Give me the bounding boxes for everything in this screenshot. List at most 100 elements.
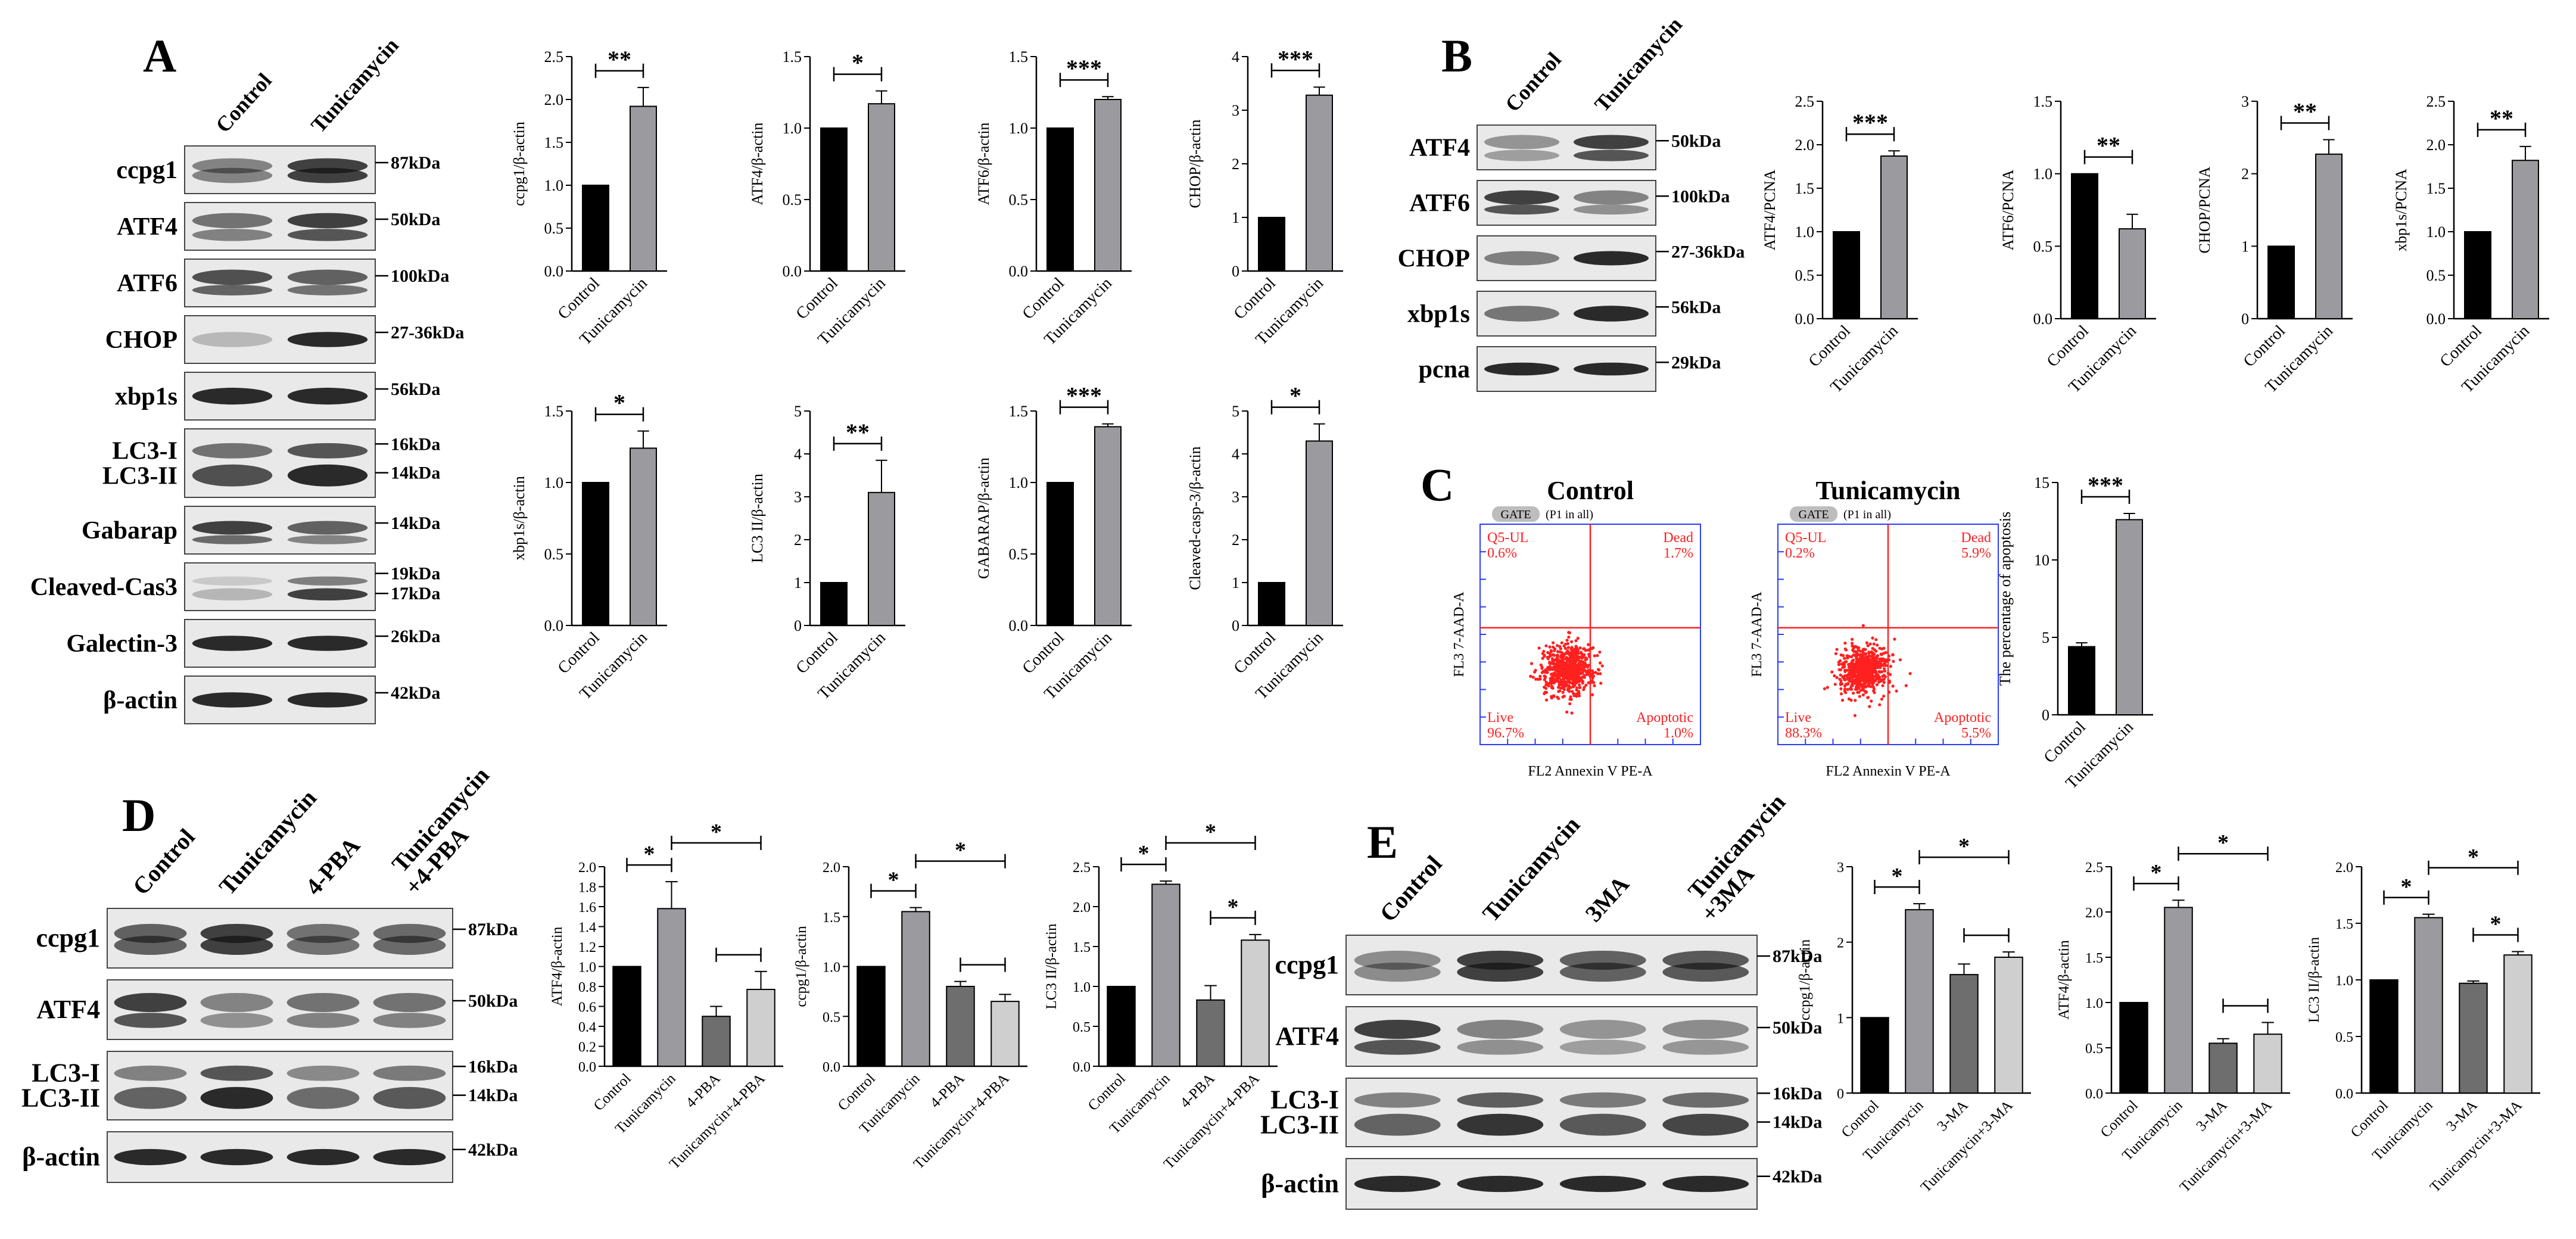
blot-band	[192, 285, 273, 295]
event-dot	[1561, 690, 1565, 694]
event-dot	[1566, 649, 1569, 653]
event-dot	[1539, 663, 1543, 667]
blot-band	[1484, 190, 1559, 205]
blot-band	[192, 158, 273, 174]
bar	[2116, 519, 2143, 716]
blot-band	[1457, 1039, 1544, 1055]
event-dot	[1582, 688, 1586, 692]
quadrant-percent: 0.2%	[1785, 546, 1815, 561]
bar	[582, 482, 609, 626]
gate-label: GATE	[1500, 508, 1531, 521]
y-tick-label: 3	[1232, 488, 1239, 506]
event-dot	[1867, 675, 1870, 679]
event-dot	[1549, 679, 1553, 683]
y-tick-label: 1	[1232, 209, 1239, 226]
event-dot	[1590, 669, 1594, 673]
y-tick-label: 1.0	[1073, 980, 1091, 995]
y-tick-label: 0.0	[2085, 1087, 2103, 1102]
event-dot	[1593, 684, 1596, 687]
event-dot	[1567, 680, 1571, 683]
event-dot	[1548, 668, 1552, 671]
y-tick-label: 1	[1837, 1011, 1844, 1026]
y-axis-label: ATF4/PCNA	[1761, 169, 1778, 250]
blot-band	[200, 936, 273, 955]
significance-stars: *	[1138, 841, 1150, 866]
flow-y-axis-label: FL3 7-AAD-A	[1749, 592, 1765, 677]
event-dot	[1837, 661, 1840, 664]
blot-band	[114, 936, 187, 955]
significance-stars: ***	[1852, 109, 1888, 136]
bar	[1094, 99, 1122, 272]
event-dot	[1546, 657, 1550, 661]
blot-band	[287, 576, 368, 586]
event-dot	[1868, 705, 1871, 708]
event-dot	[1573, 680, 1577, 683]
event-dot	[1849, 655, 1854, 659]
event-dot	[1569, 695, 1572, 699]
quadrant-percent: 88.3%	[1785, 726, 1822, 741]
event-dot	[1889, 673, 1892, 676]
event-dot	[1596, 653, 1599, 658]
y-axis-label: ATF4/β-actin	[749, 123, 766, 206]
event-dot	[1600, 664, 1604, 668]
event-dot	[1547, 684, 1550, 688]
event-dot	[1583, 661, 1587, 665]
bar-chart: 0.00.51.01.52.02.5ATF4/β-actinControlTun…	[2056, 830, 2290, 1196]
y-tick-label: 0.0	[544, 617, 564, 634]
bar	[1258, 582, 1285, 626]
event-dot	[1845, 668, 1849, 672]
event-dot	[1904, 684, 1908, 687]
event-dot	[1558, 689, 1562, 693]
y-tick-label: 0.5	[2033, 238, 2053, 255]
event-dot	[1840, 698, 1845, 702]
y-tick-label: 2	[1232, 531, 1239, 549]
y-tick-label: 0.5	[1009, 546, 1029, 563]
event-dot	[1577, 649, 1580, 652]
event-dot	[1590, 646, 1594, 650]
event-dot	[1874, 659, 1878, 663]
y-tick-label: 4	[794, 446, 802, 463]
quadrant-name: Dead	[1663, 530, 1693, 546]
event-dot	[1556, 686, 1560, 689]
significance-stars: *	[2151, 860, 2162, 885]
event-dot	[1851, 644, 1854, 647]
event-dot	[1871, 658, 1875, 661]
event-dot	[1839, 692, 1843, 696]
event-dot	[1858, 660, 1862, 664]
event-dot	[1861, 624, 1865, 627]
event-dot	[1569, 663, 1573, 667]
blot-band	[373, 1013, 446, 1028]
blot-band	[1457, 1092, 1544, 1108]
event-dot	[1846, 682, 1849, 686]
event-dot	[1839, 681, 1843, 685]
event-dot	[1877, 675, 1882, 679]
event-dot	[1566, 642, 1569, 646]
event-dot	[1541, 656, 1544, 660]
event-dot	[1887, 690, 1891, 694]
event-dot	[1560, 678, 1563, 682]
y-tick-label: 1.5	[544, 134, 564, 151]
kda-label: 42kDa	[1773, 1167, 1822, 1187]
event-dot	[1555, 659, 1559, 664]
y-tick-label: 3	[1232, 102, 1239, 119]
kda-label: 16kDa	[468, 1057, 518, 1076]
event-dot	[1887, 654, 1890, 658]
event-dot	[1570, 640, 1574, 643]
y-tick-label: 1.0	[544, 474, 564, 491]
blot-band	[287, 387, 368, 405]
blot-band	[1484, 251, 1559, 266]
blot-band	[1662, 1092, 1749, 1108]
bar	[2503, 954, 2533, 1094]
protein-label: LC3-II	[1260, 1110, 1339, 1140]
y-tick-label: 0.0	[1009, 263, 1029, 280]
event-dot	[1855, 659, 1859, 662]
event-dot	[1562, 695, 1566, 698]
y-tick-label: 0	[1232, 263, 1239, 280]
x-tick-label: Control	[2098, 1097, 2141, 1141]
blot-band	[192, 464, 273, 487]
event-dot	[1544, 690, 1549, 695]
y-tick-label: 2.5	[1795, 93, 1815, 110]
event-dot	[1575, 654, 1578, 658]
event-dot	[1846, 687, 1849, 691]
